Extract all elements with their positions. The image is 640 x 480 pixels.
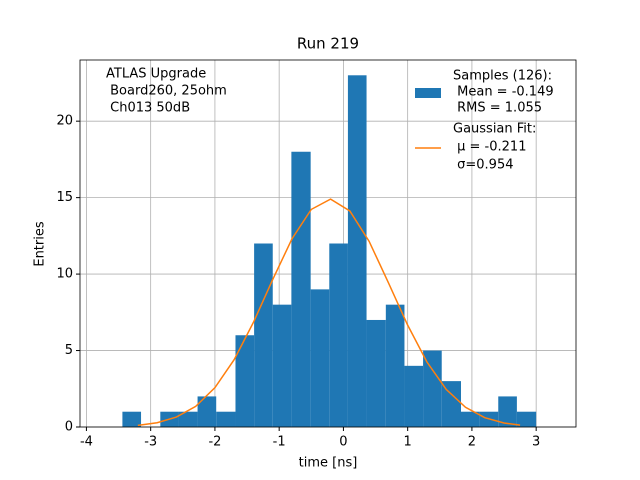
bar: [347, 75, 367, 428]
legend-label: σ=0.954: [453, 158, 513, 173]
y-tick-label: 15: [56, 190, 73, 205]
x-tick-label: 0: [339, 435, 347, 450]
bar: [498, 396, 517, 427]
bar: [291, 151, 311, 427]
y-tick-label: 0: [65, 420, 73, 435]
fit-line: [137, 198, 521, 427]
bar: [272, 304, 292, 427]
legend-label: Gaussian Fit:: [453, 122, 536, 137]
chart-title: Run 219: [297, 35, 359, 53]
bar: [122, 411, 142, 427]
x-tick-label: -4: [80, 435, 93, 450]
legend-label: Mean = -0.149: [453, 85, 554, 100]
x-tick-label: -3: [144, 435, 157, 450]
y-tick-label: 20: [56, 114, 73, 129]
annotation: Board260, 25ohm: [106, 84, 227, 99]
x-axis-label: time [ns]: [299, 456, 358, 471]
bar: [366, 319, 386, 427]
y-tick-label: 5: [65, 343, 73, 358]
bar: [216, 411, 236, 427]
bar: [178, 411, 198, 427]
annotation: Ch013 50dB: [106, 101, 190, 116]
legend-label: Samples (126):: [453, 69, 552, 84]
bar: [329, 243, 348, 427]
x-tick-label: -1: [273, 435, 286, 450]
bar: [254, 243, 273, 427]
bar: [404, 365, 424, 427]
bar: [441, 381, 461, 427]
x-tick-label: 2: [468, 435, 476, 450]
y-axis-label: Entries: [33, 221, 48, 267]
bar: [516, 411, 537, 427]
legend-label: RMS = 1.055: [453, 101, 542, 116]
bar: [197, 396, 217, 427]
legend-swatch: [415, 88, 441, 98]
bar: [310, 289, 330, 427]
bar: [235, 335, 255, 427]
x-tick-label: 3: [532, 435, 540, 450]
bar: [460, 411, 480, 427]
x-tick-label: 1: [404, 435, 412, 450]
annotation: ATLAS Upgrade: [106, 67, 206, 82]
bar: [385, 304, 405, 427]
x-tick-label: -2: [208, 435, 221, 450]
legend-label: μ = -0.211: [453, 140, 526, 155]
bar: [423, 350, 442, 427]
y-tick-label: 10: [56, 267, 73, 282]
plot-frame: [79, 59, 577, 428]
